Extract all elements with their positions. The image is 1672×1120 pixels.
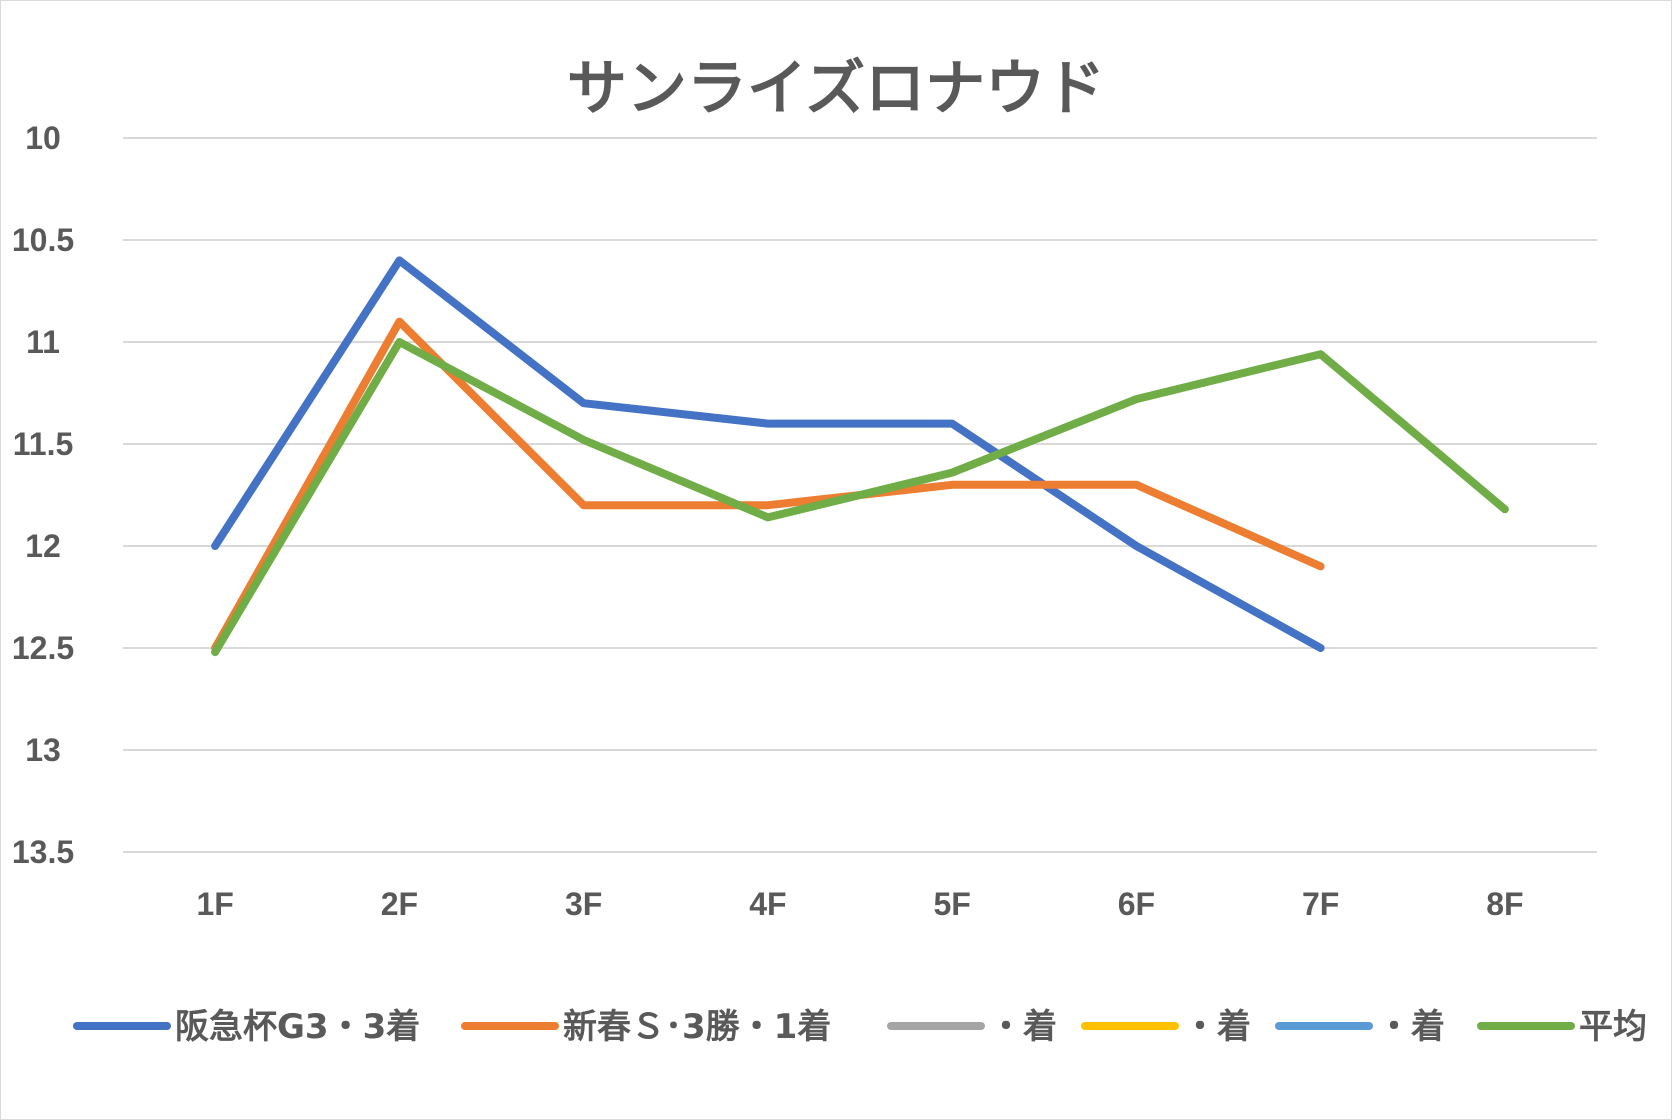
y-tick-label: 13: [25, 732, 61, 768]
y-tick-label: 10.5: [12, 222, 74, 258]
legend-item: ・着: [1275, 1007, 1445, 1047]
series-line-5: [211, 338, 1509, 657]
y-tick-label: 12: [25, 528, 61, 564]
legend-label: 新春Ｓ･3勝・1着: [563, 1007, 831, 1047]
x-tick-label: 3F: [565, 886, 602, 922]
legend-label: ・着: [989, 1007, 1057, 1047]
legend-label: 阪急杯G3・3着: [175, 1007, 420, 1047]
y-tick-label: 12.5: [12, 630, 74, 666]
gridlines: [123, 137, 1597, 853]
legend-item: 平均: [1477, 1007, 1647, 1047]
y-tick-label: 10: [25, 120, 61, 156]
chart-title: サンライズロナウド: [567, 54, 1105, 124]
series-line-0: [211, 256, 1325, 652]
x-tick-label: 4F: [749, 886, 786, 922]
x-tick-label: 6F: [1118, 886, 1155, 922]
legend-label: ・着: [1377, 1007, 1445, 1047]
legend-label: ・着: [1183, 1007, 1251, 1047]
x-tick-label: 1F: [196, 886, 233, 922]
y-tick-label: 11: [26, 324, 60, 360]
legend-item: ・着: [1081, 1007, 1251, 1047]
x-tick-label: 5F: [933, 886, 970, 922]
legend-item: ・着: [887, 1007, 1057, 1047]
x-tick-label: 7F: [1302, 886, 1339, 922]
y-axis-labels: 10 10.5 11 11.5 12 12.5 13 13.5: [12, 120, 74, 870]
series-lines: [211, 256, 1509, 657]
legend-item: 新春Ｓ･3勝・1着: [461, 1007, 831, 1047]
series-line-1: [211, 317, 1325, 652]
legend-label: 平均: [1579, 1007, 1647, 1047]
legend: 阪急杯G3・3着 新春Ｓ･3勝・1着 ・着 ・着 ・着 平均: [73, 1007, 1647, 1047]
x-tick-label: 8F: [1486, 886, 1523, 922]
x-axis-labels: 1F 2F 3F 4F 5F 6F 7F 8F: [196, 886, 1523, 922]
x-tick-label: 2F: [381, 886, 418, 922]
legend-item: 阪急杯G3・3着: [73, 1007, 420, 1047]
y-tick-label: 11.5: [13, 426, 74, 462]
y-tick-label: 13.5: [12, 834, 74, 870]
